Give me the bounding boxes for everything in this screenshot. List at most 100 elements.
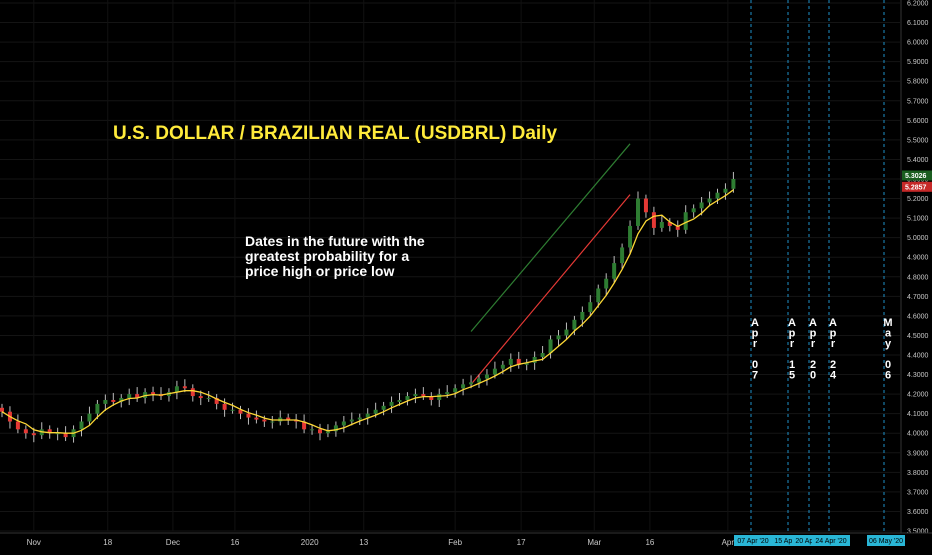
future-date-tag (867, 535, 905, 546)
future-date-letter: a (885, 328, 892, 340)
y-tick-label: 5.5000 (907, 137, 929, 144)
future-date-letter: p (830, 328, 837, 340)
future-date-letter: 2 (810, 359, 816, 371)
candle-body (651, 212, 656, 228)
x-tick-label: 18 (103, 538, 112, 547)
future-date-tag (734, 535, 772, 546)
candle-body (731, 179, 736, 189)
candle-body (15, 421, 20, 430)
candle-body (206, 398, 211, 400)
candle-body (643, 198, 648, 213)
price-label-box (902, 170, 932, 181)
candle-body (302, 421, 307, 430)
candle-body (453, 388, 458, 393)
candle-body (198, 396, 203, 399)
y-tick-label: 5.0000 (907, 235, 929, 242)
moving-average-layer (1, 189, 734, 434)
candle-body (508, 358, 513, 365)
candle-body (683, 212, 688, 230)
candle-body (588, 302, 593, 312)
trend-lines-layer (470, 143, 631, 385)
candle-body (230, 409, 235, 411)
candle-body (31, 433, 36, 436)
trend-line-upper-channel (470, 143, 631, 332)
candle-body (612, 263, 617, 279)
candle-body (79, 421, 84, 430)
text-layer: U.S. DOLLAR / BRAZILIAN REAL (USDBRL) Da… (113, 123, 557, 279)
candle-body (413, 394, 418, 397)
candle-body (540, 353, 545, 357)
future-date-tag (792, 535, 830, 546)
candle-body (524, 362, 529, 365)
future-date-letter: 1 (789, 359, 795, 371)
candle-body (119, 398, 124, 402)
y-tick-label: 3.5000 (907, 529, 929, 536)
candle-body (47, 429, 52, 434)
y-tick-label: 6.0000 (907, 40, 929, 47)
y-tick-label: 4.1000 (907, 411, 929, 418)
candle-body (310, 429, 315, 431)
y-tick-label: 5.6000 (907, 118, 929, 125)
y-tick-label: 4.8000 (907, 274, 929, 281)
candle-body (516, 358, 521, 365)
candle-body (389, 401, 394, 406)
x-tick-label: 13 (359, 538, 368, 547)
candle-body (429, 396, 434, 400)
candle-body (580, 311, 585, 320)
y-tick-label: 5.7000 (907, 98, 929, 105)
y-tick-label: 4.0000 (907, 431, 929, 438)
candle-body (270, 421, 275, 423)
future-date-letter: M (883, 317, 892, 329)
future-date-tag (771, 535, 809, 546)
y-tick-label: 3.9000 (907, 450, 929, 457)
future-date-tag-label: 07 Apr '20 (737, 538, 768, 545)
future-date-tag-label: 06 May '20 (869, 538, 903, 545)
candle-body (405, 396, 410, 400)
y-tick-label: 5.8000 (907, 79, 929, 86)
candle-body (238, 409, 243, 414)
candle-body (286, 417, 291, 420)
y-tick-label: 4.2000 (907, 392, 929, 399)
candle-body (421, 394, 426, 397)
candle-body (381, 405, 386, 410)
candle-body (333, 425, 338, 432)
candle-body (341, 421, 346, 426)
annotation-line-2: greatest probability for a (245, 248, 409, 264)
future-date-tag-label: 24 Apr '20 (815, 538, 846, 545)
future-date-letter: 6 (885, 370, 891, 382)
price-label-text: 5.2857 (905, 184, 927, 191)
chart-title: U.S. DOLLAR / BRAZILIAN REAL (USDBRL) Da… (113, 123, 557, 144)
candle-body (127, 394, 132, 399)
candle-body (667, 222, 672, 226)
candle-body (723, 188, 728, 193)
y-tick-label: 5.1000 (907, 216, 929, 223)
future-date-letter: r (831, 338, 836, 350)
future-date-letter: 0 (752, 359, 758, 371)
candle-body (707, 198, 712, 203)
candle-body (103, 399, 108, 404)
candle-body (628, 225, 633, 248)
annotation-line-3: price high or price low (245, 263, 394, 279)
candle-body (246, 413, 251, 418)
candle-body (63, 433, 68, 438)
candle-body (564, 329, 569, 336)
future-date-letter: r (811, 338, 816, 350)
candle-body (135, 394, 140, 399)
y-tick-label: 4.5000 (907, 333, 929, 340)
candle-body (484, 374, 489, 379)
candle-body (604, 278, 609, 289)
candle-body (596, 288, 601, 303)
y-tick-label: 5.2000 (907, 196, 929, 203)
y-tick-label: 6.1000 (907, 20, 929, 27)
candle-body (174, 386, 179, 393)
candle-body (715, 192, 720, 199)
price-label-box (902, 181, 932, 192)
future-date-letter: A (809, 317, 817, 329)
price-label-text: 5.3026 (905, 173, 927, 180)
y-tick-label: 3.7000 (907, 489, 929, 496)
x-tick-label: 16 (230, 538, 239, 547)
candle-body (214, 398, 219, 404)
